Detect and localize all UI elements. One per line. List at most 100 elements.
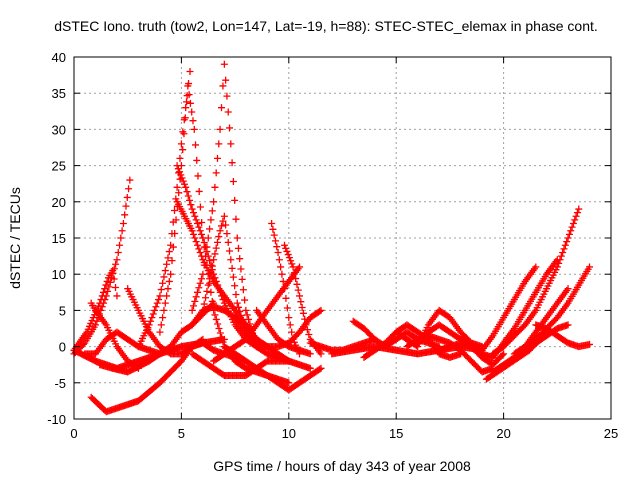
data-point: [283, 247, 291, 255]
data-point: [199, 270, 207, 278]
data-series-trace: [188, 350, 293, 380]
data-point: [212, 315, 220, 323]
data-point: [316, 307, 324, 315]
x-tick-label: 10: [282, 426, 296, 441]
data-point: [305, 331, 313, 339]
data-point: [214, 320, 222, 328]
grid-lines: [74, 57, 611, 419]
data-point: [165, 248, 173, 256]
data-point: [110, 265, 118, 273]
data-point: [112, 283, 120, 291]
data-point: [213, 238, 221, 246]
data-point: [234, 303, 242, 311]
data-point: [186, 196, 194, 204]
data-point: [188, 227, 196, 235]
data-point: [165, 277, 173, 285]
data-point: [317, 350, 325, 358]
data-point: [164, 254, 172, 262]
data-point: [224, 108, 232, 116]
data-point: [189, 117, 197, 125]
data-point: [191, 212, 199, 220]
data-point: [161, 299, 169, 307]
data-point: [98, 303, 106, 311]
data-point: [299, 309, 307, 317]
data-point: [212, 244, 220, 252]
data-point: [285, 379, 293, 387]
data-point: [152, 303, 160, 311]
data-point: [229, 273, 237, 281]
data-point: [207, 288, 215, 296]
data-point: [281, 285, 289, 293]
data-point: [239, 286, 247, 294]
data-point: [206, 257, 214, 265]
data-point: [204, 234, 212, 242]
data-point: [317, 364, 325, 372]
data-point: [285, 314, 293, 322]
data-point: [282, 294, 290, 302]
data-point: [296, 263, 304, 271]
data-point: [222, 221, 230, 229]
data-point: [268, 220, 276, 228]
data-point: [174, 165, 182, 173]
data-point: [198, 218, 206, 226]
y-tick-label: 0: [59, 340, 66, 355]
data-point: [284, 251, 292, 259]
data-point: [236, 307, 244, 315]
axis-ticks: 0 5 10 15 20 25 -10 -5 0 5 10 15 20 25 30 35 40: [47, 50, 618, 441]
data-point: [102, 292, 110, 300]
data-point: [191, 234, 199, 242]
data-point: [216, 329, 224, 337]
data-point: [553, 256, 561, 264]
data-point: [210, 256, 218, 264]
data-point: [163, 260, 171, 268]
data-point: [159, 314, 167, 322]
data-point: [216, 227, 224, 235]
x-tick-label: 15: [389, 426, 403, 441]
data-point: [167, 270, 175, 278]
data-point: [571, 216, 579, 224]
data-point: [203, 287, 211, 295]
data-point: [202, 252, 210, 260]
data-point: [283, 304, 291, 312]
data-point: [224, 238, 232, 246]
data-point: [275, 256, 283, 264]
data-point: [237, 265, 245, 273]
data-series-trace: [521, 285, 572, 351]
data-point: [185, 91, 193, 99]
data-point: [116, 241, 124, 249]
data-point: [575, 205, 583, 213]
data-point: [211, 183, 219, 191]
data-point: [560, 245, 568, 253]
data-point: [112, 260, 120, 268]
data-point: [200, 239, 208, 247]
data-point: [231, 196, 239, 204]
data-point: [203, 243, 211, 251]
data-point: [561, 241, 569, 249]
data-point: [156, 292, 164, 300]
data-point: [188, 306, 196, 314]
data-point: [586, 263, 594, 271]
data-point: [273, 243, 281, 251]
data-point: [177, 171, 185, 179]
data-point: [498, 351, 506, 359]
data-point: [211, 311, 219, 319]
data-point: [564, 321, 572, 329]
data-point: [298, 304, 306, 312]
data-point: [195, 223, 203, 231]
data-point: [194, 288, 202, 296]
data-point: [294, 286, 302, 294]
data-point: [157, 321, 165, 329]
data-point: [270, 231, 278, 239]
data-point: [317, 306, 325, 314]
data-point: [179, 177, 187, 185]
data-series-trace: [134, 67, 194, 351]
data-point: [175, 189, 183, 197]
data-point: [206, 275, 214, 283]
data-point: [159, 279, 167, 287]
data-point: [306, 364, 314, 372]
data-point: [108, 274, 116, 282]
y-tick-label: 30: [52, 122, 66, 137]
data-series: [70, 60, 594, 416]
data-point: [192, 216, 200, 224]
